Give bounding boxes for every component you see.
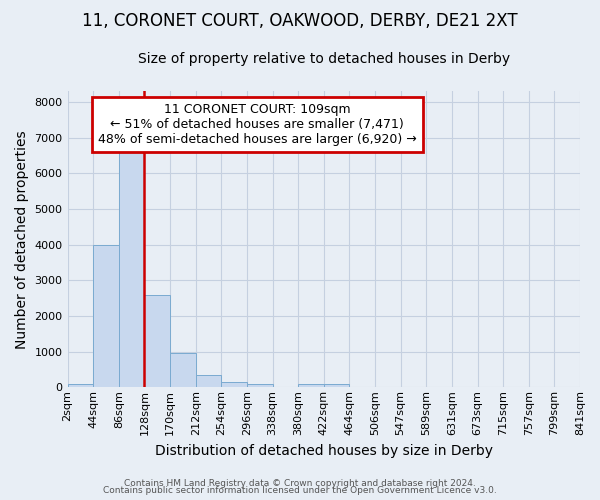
- Text: 11 CORONET COURT: 109sqm
← 51% of detached houses are smaller (7,471)
48% of sem: 11 CORONET COURT: 109sqm ← 51% of detach…: [98, 103, 416, 146]
- Bar: [145, 294, 170, 388]
- Bar: [247, 384, 272, 388]
- X-axis label: Distribution of detached houses by size in Derby: Distribution of detached houses by size …: [155, 444, 493, 458]
- Text: Contains public sector information licensed under the Open Government Licence v3: Contains public sector information licen…: [103, 486, 497, 495]
- Bar: [196, 376, 221, 388]
- Bar: [170, 354, 196, 388]
- Bar: [298, 384, 324, 388]
- Text: 11, CORONET COURT, OAKWOOD, DERBY, DE21 2XT: 11, CORONET COURT, OAKWOOD, DERBY, DE21 …: [82, 12, 518, 30]
- Bar: [119, 152, 145, 388]
- Text: Contains HM Land Registry data © Crown copyright and database right 2024.: Contains HM Land Registry data © Crown c…: [124, 478, 476, 488]
- Bar: [68, 384, 93, 388]
- Bar: [324, 384, 349, 388]
- Title: Size of property relative to detached houses in Derby: Size of property relative to detached ho…: [138, 52, 510, 66]
- Bar: [221, 382, 247, 388]
- Bar: [93, 244, 119, 388]
- Y-axis label: Number of detached properties: Number of detached properties: [15, 130, 29, 348]
